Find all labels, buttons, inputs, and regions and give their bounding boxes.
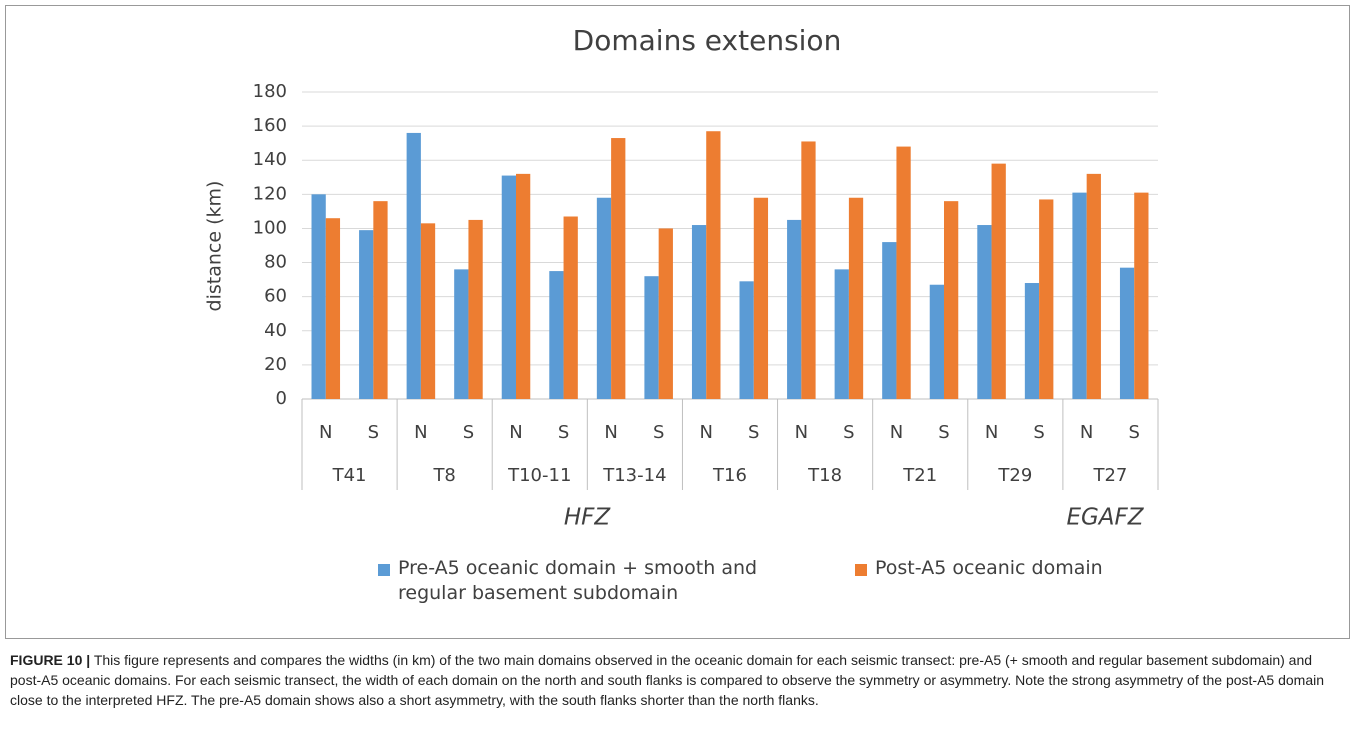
bar <box>454 269 469 399</box>
x-tick-label: S <box>1129 422 1140 443</box>
y-tick-label: 180 <box>253 81 287 102</box>
caption: FIGURE 10 | This figure represents and c… <box>10 650 1345 710</box>
bar <box>1072 192 1087 399</box>
x-tick-label: S <box>938 422 949 443</box>
bar <box>658 228 673 399</box>
y-tick-label: 80 <box>264 252 287 273</box>
bar <box>501 175 516 399</box>
legend-swatch <box>855 564 867 576</box>
group-label: T16 <box>712 465 747 486</box>
bar <box>1039 199 1054 399</box>
bar <box>882 242 897 399</box>
x-tick-label: N <box>890 422 903 443</box>
caption-text: This figure represents and compares the … <box>10 652 1325 708</box>
annotation: HFZ <box>564 505 612 531</box>
bar <box>739 281 754 399</box>
group-label: T18 <box>807 465 842 486</box>
x-tick-label: S <box>463 422 474 443</box>
bar <box>644 276 659 399</box>
bar <box>801 141 816 399</box>
x-tick-label: N <box>509 422 522 443</box>
x-tick-label: N <box>1080 422 1093 443</box>
x-tick-label: S <box>368 422 379 443</box>
bar <box>787 219 802 399</box>
annotation: EGAFZ <box>1066 505 1144 531</box>
bar <box>420 223 436 399</box>
bar <box>896 146 911 399</box>
y-tick-label: 20 <box>264 354 287 375</box>
bar <box>468 219 483 399</box>
bar <box>596 197 612 399</box>
chart: Domains extension distance (km) HFZ EGAF… <box>204 24 1159 531</box>
bar <box>516 173 531 399</box>
y-tick-label: 40 <box>264 320 287 341</box>
x-tick-label: S <box>748 422 759 443</box>
group-label: T8 <box>432 465 455 486</box>
bar <box>549 271 564 399</box>
bar <box>563 216 578 399</box>
bar <box>848 197 864 399</box>
group-label: T21 <box>902 465 937 486</box>
y-tick-label: 100 <box>253 217 287 238</box>
bar <box>1119 267 1135 399</box>
x-tick-label: S <box>1033 422 1044 443</box>
bar <box>373 201 388 399</box>
group-label: T41 <box>332 465 367 486</box>
bar <box>359 230 374 399</box>
y-tick-label: 60 <box>264 286 287 307</box>
bar <box>611 138 626 400</box>
y-tick-label: 140 <box>253 149 287 170</box>
bar <box>991 163 1006 399</box>
chart-title: Domains extension <box>573 24 842 57</box>
x-tick-label: N <box>795 422 808 443</box>
bar <box>311 194 326 399</box>
bar <box>1086 173 1101 399</box>
bar <box>834 269 849 399</box>
y-axis-label: distance (km) <box>204 181 226 312</box>
group-label: T27 <box>1092 465 1127 486</box>
bar <box>944 201 959 399</box>
group-label: T13-14 <box>602 465 666 486</box>
bar <box>753 197 769 399</box>
y-tick-label: 0 <box>276 388 287 409</box>
group-label: T10-11 <box>507 465 571 486</box>
x-tick-label: N <box>604 422 617 443</box>
x-tick-label: N <box>319 422 332 443</box>
x-tick-label: S <box>843 422 854 443</box>
y-tick-label: 160 <box>253 115 287 136</box>
y-tick-label: 120 <box>253 183 287 204</box>
bar <box>691 225 707 399</box>
bar <box>406 132 421 399</box>
legend-entry: Pre-A5 oceanic domain + smooth and regul… <box>398 557 758 604</box>
legend-swatch <box>378 564 390 576</box>
bar <box>1024 283 1040 399</box>
bar <box>325 218 341 399</box>
bar <box>706 131 721 399</box>
bar <box>977 225 992 399</box>
x-tick-label: N <box>985 422 998 443</box>
group-label: T29 <box>997 465 1032 486</box>
legend-entry: Post-A5 oceanic domain <box>875 557 1103 579</box>
x-tick-label: N <box>414 422 427 443</box>
x-tick-label: S <box>653 422 664 443</box>
figure-frame <box>5 5 1350 639</box>
x-tick-label: N <box>699 422 712 443</box>
bar <box>929 284 944 399</box>
bar <box>1134 192 1149 399</box>
x-tick-label: S <box>558 422 569 443</box>
caption-label: FIGURE 10 | <box>10 652 91 668</box>
